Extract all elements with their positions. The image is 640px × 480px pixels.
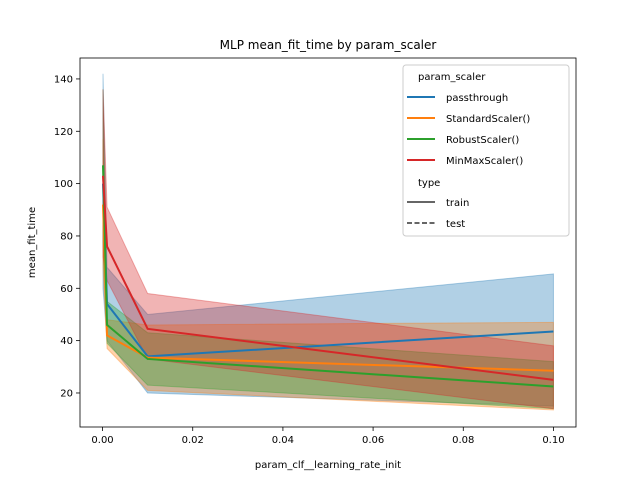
line-series-3 <box>102 175 554 381</box>
y-tick-label: 120 <box>54 127 73 138</box>
confidence-bands <box>102 73 554 411</box>
x-axis-label: param_clf__learning_rate_init <box>255 460 401 471</box>
band-series-0 <box>102 73 554 407</box>
legend-label-2: RobustScaler() <box>446 135 519 146</box>
line-series-2 <box>102 165 554 388</box>
series-lines <box>102 165 554 388</box>
y-tick-label: 40 <box>60 336 73 347</box>
y-tick-label: 60 <box>60 284 73 295</box>
axes-frame <box>79 57 577 428</box>
legend-hue-title: param_scaler <box>418 72 486 83</box>
y-tick-label: 20 <box>60 388 73 399</box>
legend-box <box>402 64 570 237</box>
y-tick-label: 100 <box>54 179 73 190</box>
x-tick-label: 0.00 <box>91 435 113 446</box>
legend-label-0: passthrough <box>446 93 508 104</box>
legend-label-3: MinMaxScaler() <box>446 156 523 167</box>
legend-label-1: StandardScaler() <box>446 114 530 125</box>
x-axis-ticks: 0.00 0.02 0.04 0.06 0.08 0.10 <box>91 427 565 446</box>
x-tick-label: 0.04 <box>272 435 294 446</box>
y-axis-ticks: 20 40 60 80 100 120 140 <box>54 74 80 399</box>
chart-title: MLP mean_fit_time by param_scaler <box>220 38 437 52</box>
y-axis-label: mean_fit_time <box>27 207 38 278</box>
y-tick-label: 80 <box>60 231 73 242</box>
x-tick-label: 0.06 <box>362 435 384 446</box>
x-tick-label: 0.02 <box>182 435 204 446</box>
legend-style-label-1: test <box>446 219 465 230</box>
y-tick-label: 140 <box>54 74 73 85</box>
x-tick-label: 0.08 <box>452 435 474 446</box>
legend: param_scaler passthrough StandardScaler()… <box>402 64 570 237</box>
legend-style-title: type <box>418 178 440 189</box>
legend-style-label-0: train <box>446 198 469 209</box>
x-tick-label: 0.10 <box>542 435 564 446</box>
